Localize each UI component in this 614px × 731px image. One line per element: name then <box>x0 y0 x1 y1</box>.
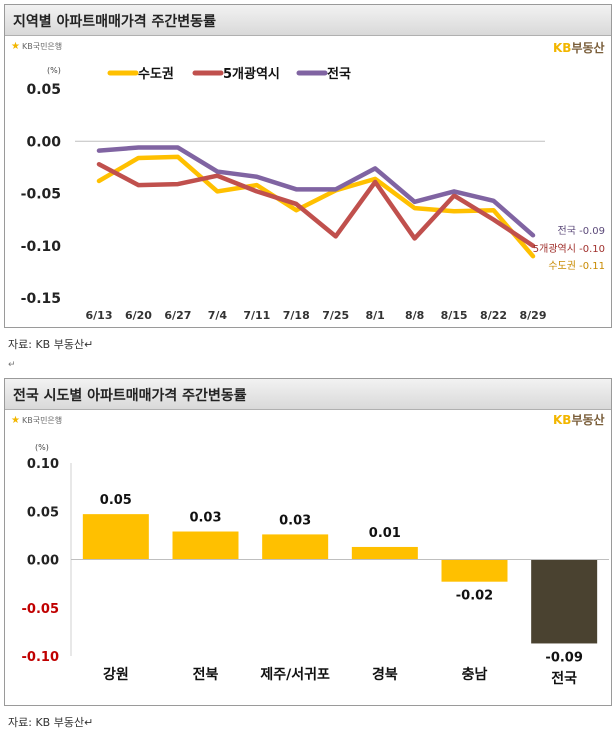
x-category-label: 강원 <box>103 666 129 683</box>
y-tick-label: 0.00 <box>27 554 59 569</box>
kb-star-icon: ★ <box>11 41 20 52</box>
panel-header: 전국 시도별 아파트매매가격 주간변동률 <box>5 379 611 410</box>
bar-value-label: -0.09 <box>545 650 582 665</box>
bar-value-label: -0.02 <box>456 589 493 604</box>
y-tick-label: 0.00 <box>26 134 61 150</box>
x-tick-label: 8/15 <box>441 309 468 322</box>
x-category-label: 충남 <box>462 666 488 683</box>
bar-value-label: 0.01 <box>369 526 401 541</box>
bar <box>172 531 239 560</box>
bar-value-label: 0.03 <box>279 513 311 528</box>
bar <box>82 514 149 560</box>
x-tick-label: 7/4 <box>208 309 228 322</box>
paragraph-mark: ↵ <box>8 360 16 370</box>
kb-realestate-logo: KB부동산 <box>553 413 605 427</box>
series-end-label: 수도권 -0.11 <box>548 260 605 272</box>
y-tick-label: 0.05 <box>26 82 61 98</box>
source-note: 자료: KB 부동산↵ <box>8 338 94 351</box>
legend-label: 수도권 <box>138 67 174 82</box>
y-axis-unit: (%) <box>47 66 61 75</box>
x-tick-label: 7/18 <box>283 309 310 322</box>
y-tick-label: -0.10 <box>22 650 59 665</box>
x-tick-label: 8/8 <box>405 309 424 322</box>
x-tick-label: 8/29 <box>520 309 547 322</box>
chart-title: 지역별 아파트매매가격 주간변동률 <box>13 14 216 30</box>
bar-chart: (%) 0.10 0.05 0.00 -0.05 -0.10 0.05 강원 0.03 전북 0.0… <box>22 443 609 687</box>
series-line <box>96 161 536 248</box>
chart-title: 전국 시도별 아파트매매가격 주간변동률 <box>13 388 247 404</box>
x-tick-label: 6/20 <box>125 309 152 322</box>
kb-bank-logo: ★ KB국민은행 <box>11 415 63 426</box>
x-tick-label: 6/13 <box>86 309 113 322</box>
series-line <box>96 154 536 259</box>
y-tick-label: -0.15 <box>21 291 61 307</box>
x-category-label: 경북 <box>372 666 398 683</box>
x-category-label: 제주/서귀포 <box>260 666 330 683</box>
x-tick-label: 8/22 <box>480 309 507 322</box>
bar <box>531 559 598 644</box>
x-category-label: 전북 <box>193 666 219 683</box>
chart-panel-province: 전국 시도별 아파트매매가격 주간변동률 ★ KB국민은행 KB부동산 (%) 0.… <box>4 378 612 706</box>
y-tick-label: -0.10 <box>21 239 62 255</box>
series-end-label: 전국 -0.09 <box>558 225 605 237</box>
kb-realestate-logo: KB부동산 <box>553 41 605 55</box>
bar <box>351 546 418 560</box>
line-chart: (%) 0.05 0.00 -0.05 -0.10 -0.15 6/13 6/20 6/27 7/… <box>21 66 605 322</box>
y-tick-label: -0.05 <box>21 187 61 203</box>
x-category-label: 전국 <box>551 670 577 687</box>
bar-value-label: 0.03 <box>189 511 221 526</box>
x-tick-label: 7/11 <box>243 309 270 322</box>
bar-value-label: 0.05 <box>100 493 132 508</box>
source-note: 자료: KB 부동산↵ <box>8 716 94 729</box>
legend-label: 5개광역시 <box>223 66 280 82</box>
x-tick-label: 8/1 <box>366 309 385 322</box>
x-tick-label: 6/27 <box>164 309 191 322</box>
kb-bank-logo: ★ KB국민은행 <box>11 41 63 52</box>
y-axis-unit: (%) <box>35 443 49 452</box>
kb-star-icon: ★ <box>11 415 20 426</box>
bar <box>262 534 329 560</box>
y-tick-label: -0.05 <box>22 602 59 617</box>
y-tick-label: 0.10 <box>27 457 59 472</box>
series-end-label: 5개광역시 -0.10 <box>533 243 605 255</box>
x-tick-label: 7/25 <box>322 309 349 322</box>
series-line <box>96 145 536 238</box>
y-tick-label: 0.05 <box>27 505 59 520</box>
panel-header: 지역별 아파트매매가격 주간변동률 <box>5 5 611 36</box>
bar <box>441 559 508 582</box>
chart-panel-regional: 지역별 아파트매매가격 주간변동률 ★ KB국민은행 KB부동산 (%) 0.05 0… <box>4 4 612 328</box>
legend-label: 전국 <box>327 66 351 82</box>
